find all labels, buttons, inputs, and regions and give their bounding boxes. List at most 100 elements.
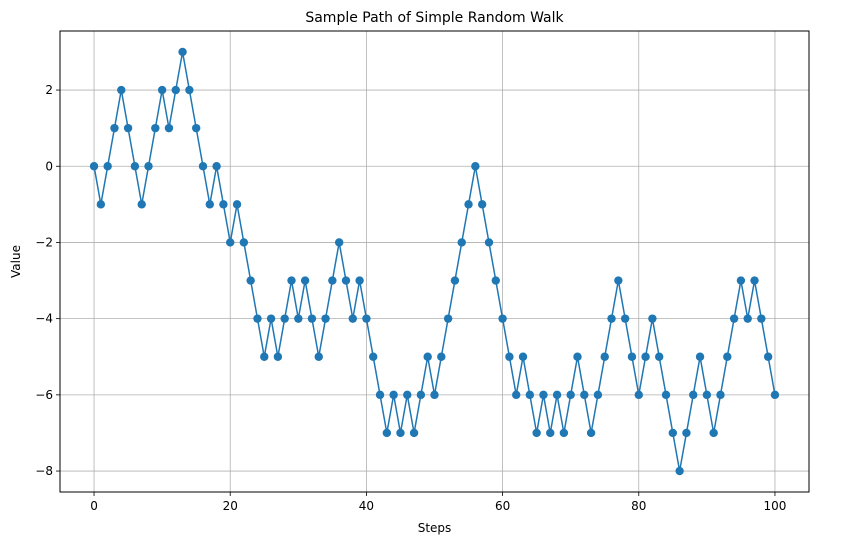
y-tick-label: −2 <box>35 235 53 249</box>
y-tick-label: −6 <box>35 388 53 402</box>
x-tick-label: 60 <box>495 499 510 513</box>
data-point <box>757 314 766 323</box>
data-point <box>198 162 208 171</box>
x-tick-label: 40 <box>359 499 374 513</box>
grid-lines <box>60 31 809 492</box>
data-point <box>355 276 364 285</box>
data-point <box>620 314 630 323</box>
data-point <box>763 352 773 361</box>
data-point <box>348 314 357 323</box>
data-point <box>130 162 140 171</box>
y-tick-label: −8 <box>35 464 53 478</box>
x-tick-label: 20 <box>223 499 238 513</box>
data-point <box>307 314 317 323</box>
data-point <box>770 390 780 400</box>
chart-title: Sample Path of Simple Random Walk <box>305 10 564 26</box>
data-point <box>682 428 691 438</box>
x-tick-label: 0 <box>90 499 98 513</box>
data-point <box>96 200 106 209</box>
y-tick-label: 2 <box>45 83 53 97</box>
data-point <box>266 314 276 323</box>
data-point <box>294 314 303 323</box>
data-point <box>123 123 133 133</box>
data-point <box>151 123 160 133</box>
data-point <box>191 123 201 133</box>
data-point <box>232 200 242 209</box>
data-point <box>512 390 521 400</box>
data-point <box>573 352 582 361</box>
data-point <box>362 314 371 323</box>
data-point <box>648 314 657 323</box>
data-point <box>137 200 146 209</box>
data-point <box>750 276 759 285</box>
data-point <box>736 276 746 285</box>
data-point <box>484 238 494 247</box>
data-point <box>689 390 698 400</box>
data-point <box>627 352 637 361</box>
data-point <box>375 390 385 400</box>
data-point <box>416 390 426 400</box>
data-point <box>655 352 664 361</box>
data-point <box>239 238 249 247</box>
data-point <box>505 352 514 361</box>
data-point <box>253 314 262 323</box>
data-point <box>117 85 126 95</box>
y-tick-label: −4 <box>35 312 53 326</box>
x-tick-label: 100 <box>764 499 787 513</box>
data-point <box>382 428 392 438</box>
data-point <box>566 390 575 400</box>
data-point <box>246 276 255 285</box>
series-line <box>93 51 776 472</box>
data-point <box>607 314 616 323</box>
data-point <box>205 200 214 209</box>
data-point <box>716 390 725 400</box>
data-point <box>634 390 643 400</box>
data-point <box>287 276 296 285</box>
data-point <box>280 314 289 323</box>
data-point <box>471 162 480 171</box>
data-point <box>723 352 732 361</box>
data-point <box>586 428 596 438</box>
data-point <box>164 123 174 133</box>
data-point <box>328 276 337 285</box>
data-point <box>614 276 623 285</box>
data-point <box>743 314 752 323</box>
data-point <box>144 162 153 171</box>
data-point <box>185 85 194 95</box>
data-point <box>525 390 535 400</box>
data-point <box>273 352 283 361</box>
data-point <box>641 352 650 361</box>
y-tick-label: 0 <box>45 159 53 173</box>
data-point <box>423 352 432 361</box>
axis-ticks: 0 20 40 60 80 100 −8 −6 −4 −2 0 2 <box>35 83 786 513</box>
data-point <box>341 276 351 285</box>
data-point <box>552 390 562 400</box>
data-point <box>498 314 507 323</box>
plot-area-frame <box>59 30 810 493</box>
x-axis-label: Steps <box>418 521 452 535</box>
data-point <box>157 85 167 95</box>
data-point <box>600 352 609 361</box>
data-point <box>661 390 671 400</box>
data-point <box>491 276 500 285</box>
x-tick-label: 80 <box>631 499 646 513</box>
data-point <box>369 352 378 361</box>
data-point <box>450 276 460 285</box>
data-point <box>334 238 344 247</box>
data-point <box>314 352 323 361</box>
data-point <box>260 352 269 361</box>
y-axis-label: Value <box>9 245 23 278</box>
data-point <box>695 352 705 361</box>
data-point <box>729 314 739 323</box>
data-point <box>389 390 398 400</box>
data-point <box>702 390 712 400</box>
data-point <box>457 238 466 247</box>
data-point <box>321 314 330 323</box>
data-point <box>171 85 180 95</box>
data-point <box>593 390 603 400</box>
data-point <box>559 428 569 438</box>
data-point <box>396 428 405 438</box>
data-point <box>403 390 412 400</box>
data-point <box>103 162 112 171</box>
data-point <box>668 428 678 438</box>
